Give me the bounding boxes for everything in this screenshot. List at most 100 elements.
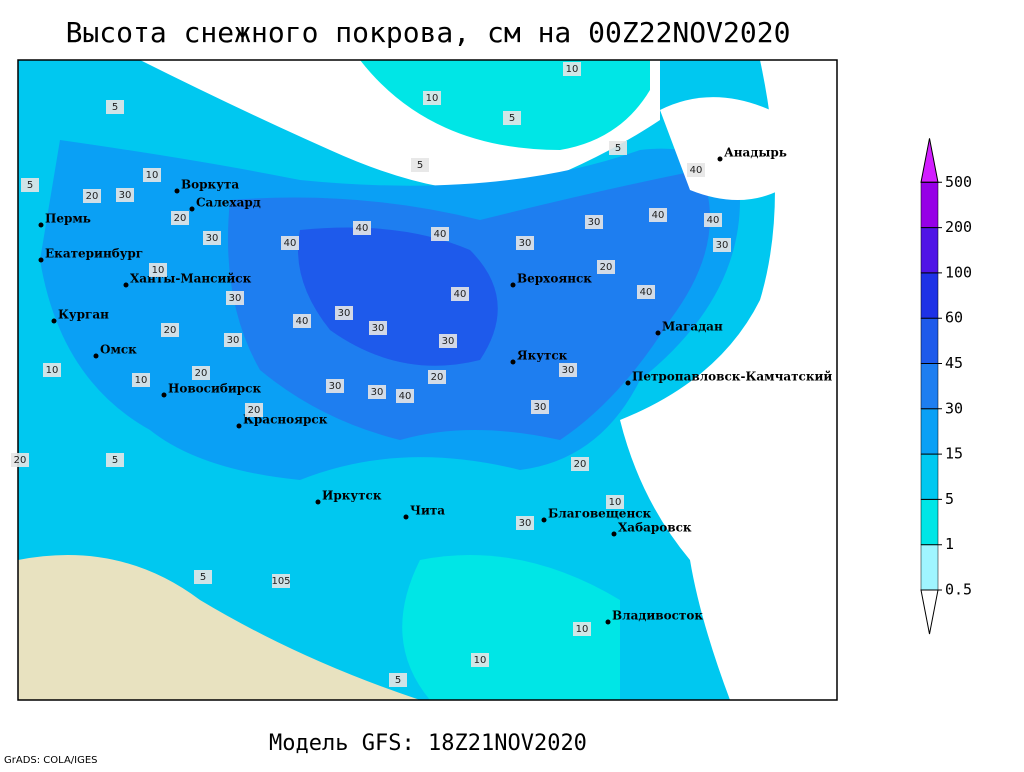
- contour-label: 105: [271, 576, 290, 587]
- city-label: Петропавловск-Камчатский: [632, 370, 832, 384]
- contour-label-box: [516, 236, 534, 250]
- city-label: Верхоянск: [517, 272, 592, 286]
- contour-label: 30: [442, 336, 455, 347]
- contour-label: 20: [86, 191, 99, 202]
- contour-label-box: [369, 321, 387, 335]
- contour-label: 30: [119, 190, 132, 201]
- city-label: Курган: [58, 308, 109, 322]
- contour-label: 20: [174, 213, 187, 224]
- contour-label: 40: [296, 316, 309, 327]
- legend-label: 200: [945, 218, 972, 236]
- contour-label: 40: [356, 223, 369, 234]
- legend-label: 60: [945, 309, 963, 327]
- title: Высота снежного покрова, см на 00Z22NOV2…: [66, 16, 791, 49]
- contour-label: 10: [576, 624, 589, 635]
- city-label: Ханты-Мансийск: [130, 272, 252, 286]
- contour-label: 30: [329, 381, 342, 392]
- contour-label-box: [171, 211, 189, 225]
- contour-label-box: [143, 168, 161, 182]
- contour-label: 10: [46, 365, 59, 376]
- contour-label-box: [192, 366, 210, 380]
- city-dot: [123, 282, 129, 288]
- city-label: Красноярск: [243, 413, 328, 427]
- city-label: Магадан: [662, 320, 723, 334]
- city-dot: [510, 282, 516, 288]
- contour-label-box: [597, 260, 615, 274]
- contour-label-box: [704, 213, 722, 227]
- contour-label: 5: [395, 675, 401, 686]
- city-label: Иркутск: [322, 489, 382, 503]
- contour-label-box: [713, 238, 731, 252]
- contour-label-box: [149, 263, 167, 277]
- city-dot: [625, 380, 631, 386]
- contour-label: 5: [112, 102, 118, 113]
- light-snow: [402, 555, 620, 700]
- contour-label-box: [203, 231, 221, 245]
- contour-label: 5: [615, 143, 621, 154]
- legend-band: [920, 363, 939, 410]
- contour-label: 20: [248, 405, 261, 416]
- city-label: Анадырь: [724, 146, 787, 160]
- contour-label-box: [161, 323, 179, 337]
- contour-label: 10: [566, 64, 579, 75]
- contour-label-box: [531, 400, 549, 414]
- city-dot: [717, 156, 723, 162]
- contour-label-box: [43, 363, 61, 377]
- contour-label: 10: [426, 93, 439, 104]
- contour-label: 10: [152, 265, 165, 276]
- contour-label-box: [423, 91, 441, 105]
- city-dot: [189, 206, 195, 212]
- contour-label-box: [194, 570, 212, 584]
- contour-label: 30: [519, 238, 532, 249]
- city-dot: [655, 330, 661, 336]
- contour-label-box: [272, 574, 290, 588]
- legend-label: 5: [945, 490, 954, 508]
- contour-label-box: [637, 285, 655, 299]
- contour-label: 5: [417, 160, 423, 171]
- contour-label: 20: [600, 262, 613, 273]
- city-dot: [605, 619, 611, 625]
- contour-label: 40: [640, 287, 653, 298]
- legend-band: [920, 544, 939, 591]
- contour-label: 30: [588, 217, 601, 228]
- city-label: Хабаровск: [618, 521, 692, 535]
- legend-label: 30: [945, 399, 963, 417]
- legend-band: [920, 499, 939, 545]
- contour-label-box: [687, 163, 705, 177]
- contour-label-box: [293, 314, 311, 328]
- cities: Воркута Салехард Пермь Екатеринбург Ханты-Ма…: [38, 146, 832, 625]
- contour-label: 30: [716, 240, 729, 251]
- contour-label: 20: [195, 368, 208, 379]
- contour-label-box: [132, 373, 150, 387]
- contour-label-box: [559, 363, 577, 377]
- deeper-snow: [298, 227, 498, 366]
- city-label: Якутск: [517, 349, 568, 363]
- contour-label: 30: [206, 233, 219, 244]
- city-label: Благовещенск: [548, 507, 652, 521]
- contour-label: 5: [112, 455, 118, 466]
- contour-label-box: [573, 622, 591, 636]
- contour-label-box: [451, 287, 469, 301]
- footer: Модель GFS: 18Z21NOV2020: [269, 731, 587, 756]
- city-label: Пермь: [45, 212, 91, 226]
- contour-label: 40: [652, 210, 665, 221]
- contour-label: 30: [534, 402, 547, 413]
- contour-label: 20: [14, 455, 27, 466]
- legend-band: [920, 272, 939, 319]
- contour-label: 30: [227, 335, 240, 346]
- contour-label: 30: [338, 308, 351, 319]
- contour-label-box: [563, 62, 581, 76]
- contour-label-box: [585, 215, 603, 229]
- contour-label: 30: [229, 293, 242, 304]
- contour-label: 40: [399, 391, 412, 402]
- city-dot: [403, 514, 409, 520]
- bare-land: [18, 555, 420, 700]
- contour-label: 40: [284, 238, 297, 249]
- city-label: Салехард: [196, 196, 261, 210]
- contour-label: 40: [434, 229, 447, 240]
- legend-band: [920, 453, 939, 500]
- credit: GrADS: COLA/IGES: [4, 755, 98, 766]
